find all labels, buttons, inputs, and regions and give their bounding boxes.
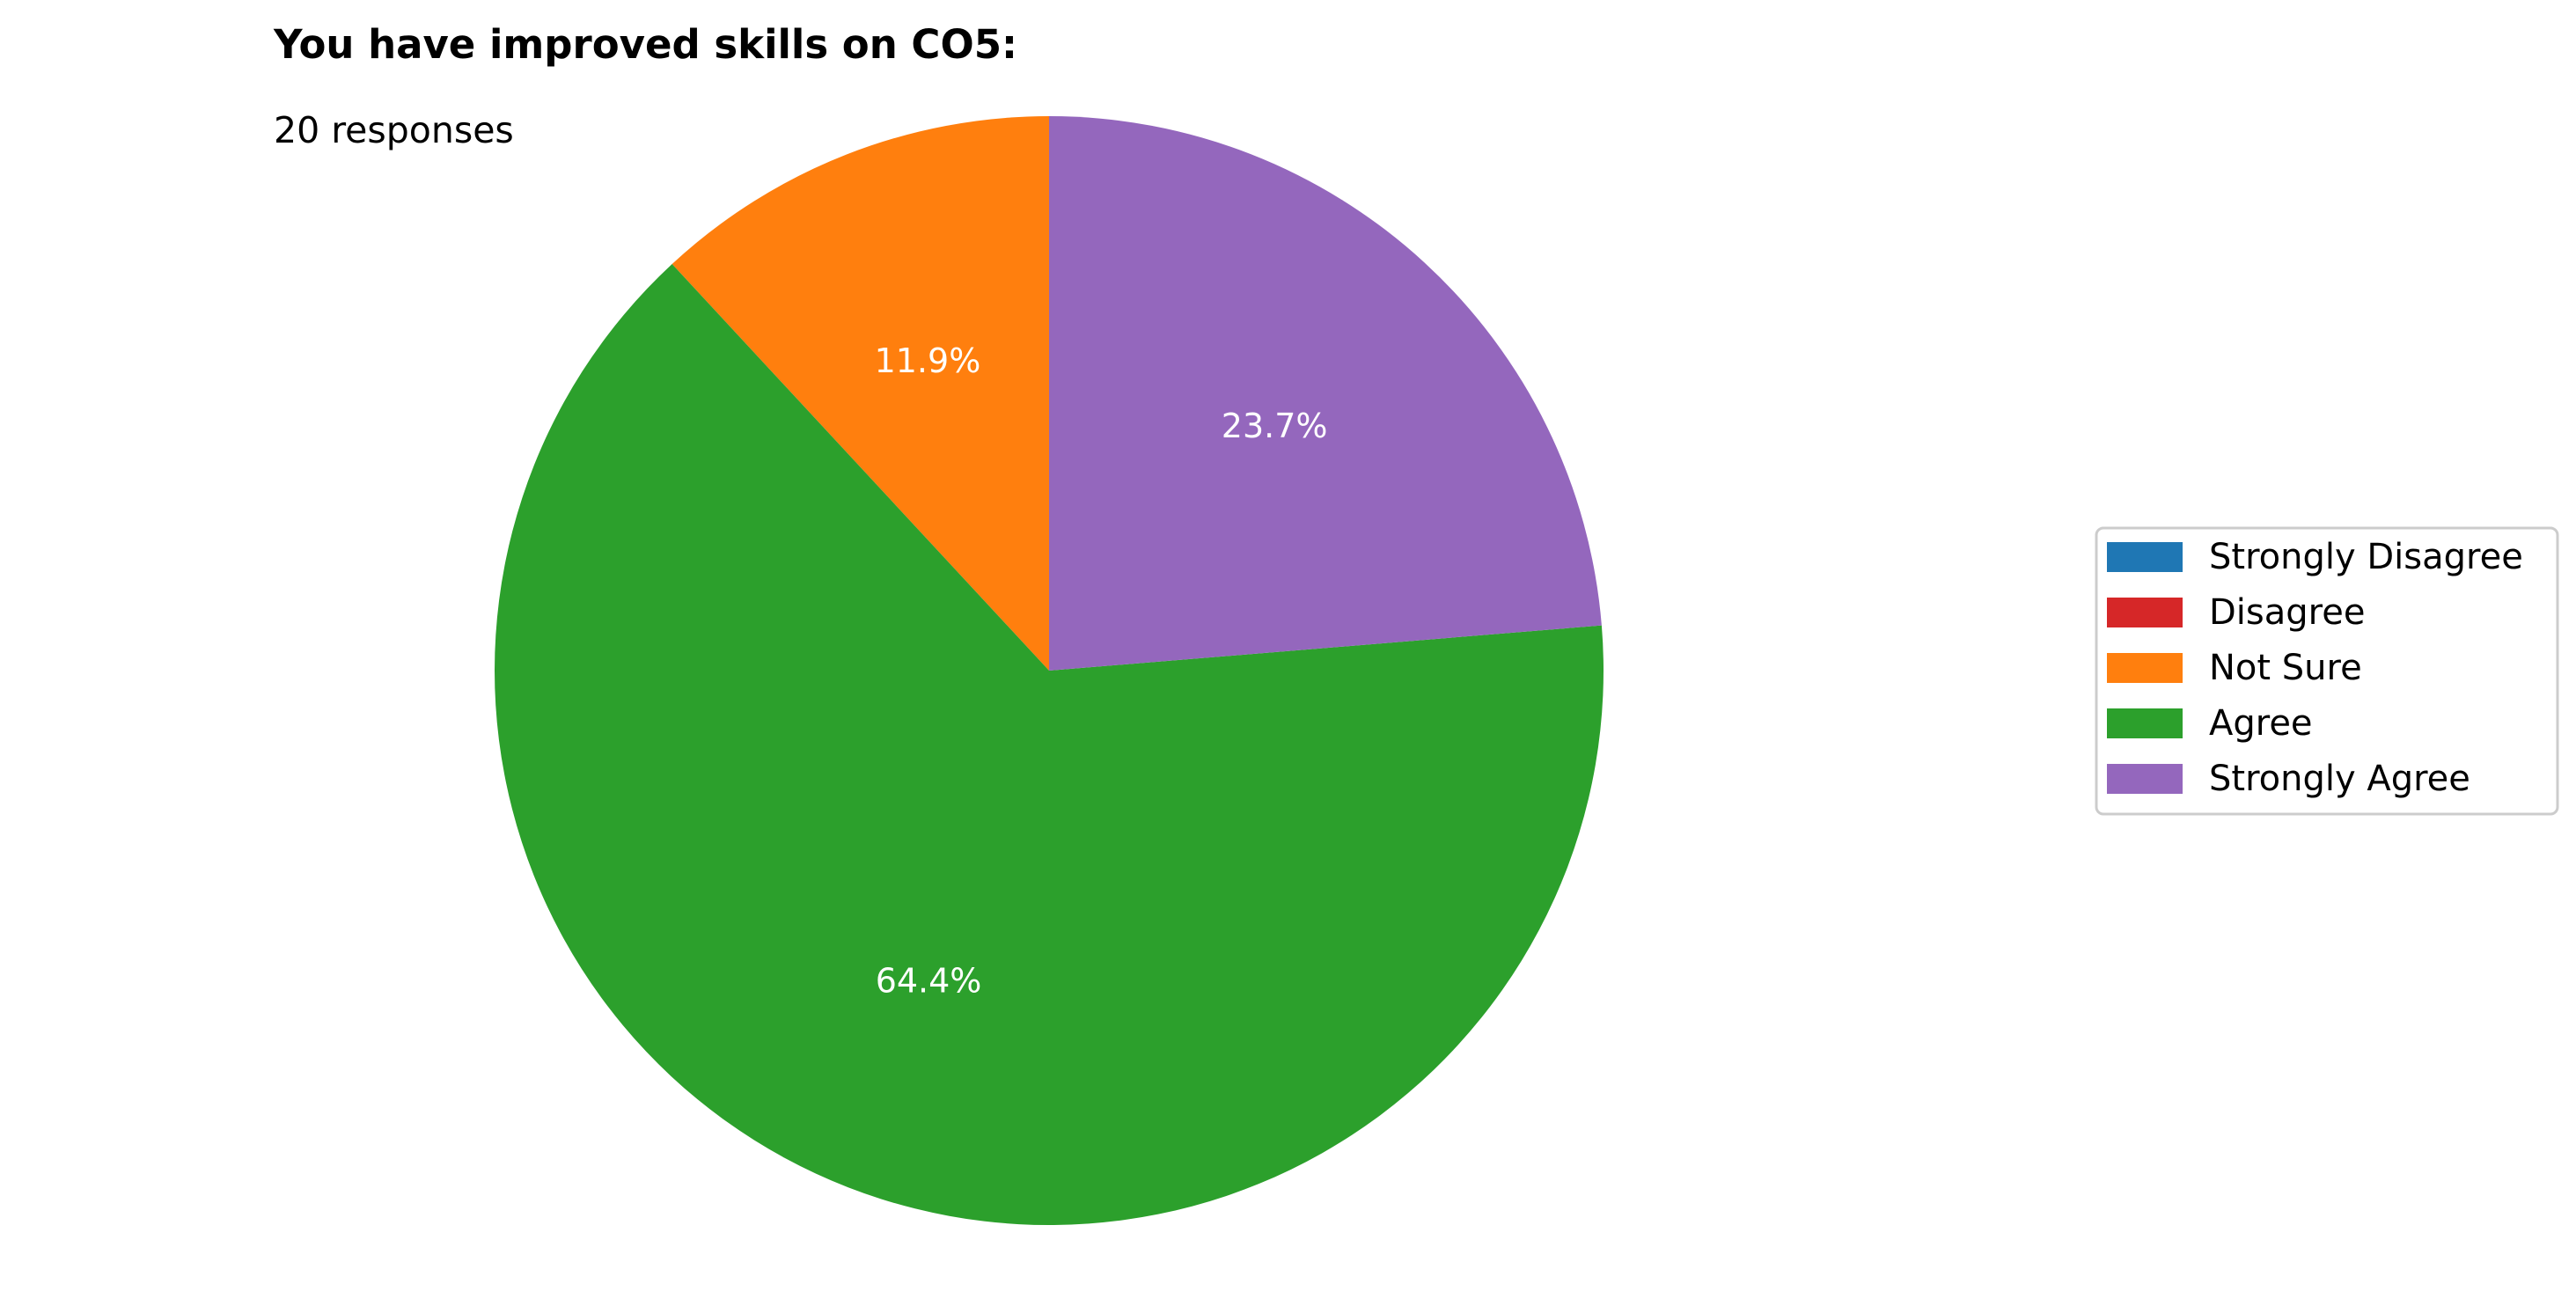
legend-label-strongly-disagree: Strongly Disagree <box>2209 537 2523 577</box>
chart-subtitle: 20 responses <box>274 109 514 151</box>
slice-label-strongly-agree: 23.7% <box>1222 407 1328 445</box>
pie-slices <box>495 116 1604 1226</box>
legend-swatch-not-sure <box>2107 653 2183 683</box>
legend-label-not-sure: Not Sure <box>2209 648 2362 688</box>
legend: Strongly Disagree Disagree Not Sure Agree St… <box>2095 526 2559 816</box>
legend-frame <box>2095 526 2559 816</box>
legend-label-disagree: Disagree <box>2209 592 2365 633</box>
legend-swatch-strongly-agree <box>2107 764 2183 794</box>
legend-label-agree: Agree <box>2209 703 2313 744</box>
legend-swatch-disagree <box>2107 598 2183 627</box>
pie-slice-not-sure <box>672 116 1049 671</box>
slice-label-not-sure: 11.9% <box>875 341 981 380</box>
slice-label-agree: 64.4% <box>876 961 982 1000</box>
legend-swatch-agree <box>2107 708 2183 738</box>
pie-slice-strongly-agree <box>1049 116 1602 671</box>
legend-items: Strongly Disagree Disagree Not Sure Agree St… <box>2107 537 2523 799</box>
chart-title: You have improved skills on CO5: <box>273 21 1017 68</box>
pie-slice-labels: 11.9% 64.4% 23.7% <box>875 341 1328 1000</box>
legend-label-strongly-agree: Strongly Agree <box>2209 759 2470 799</box>
pie-slice-agree <box>495 264 1604 1226</box>
legend-swatch-strongly-disagree <box>2107 542 2183 572</box>
